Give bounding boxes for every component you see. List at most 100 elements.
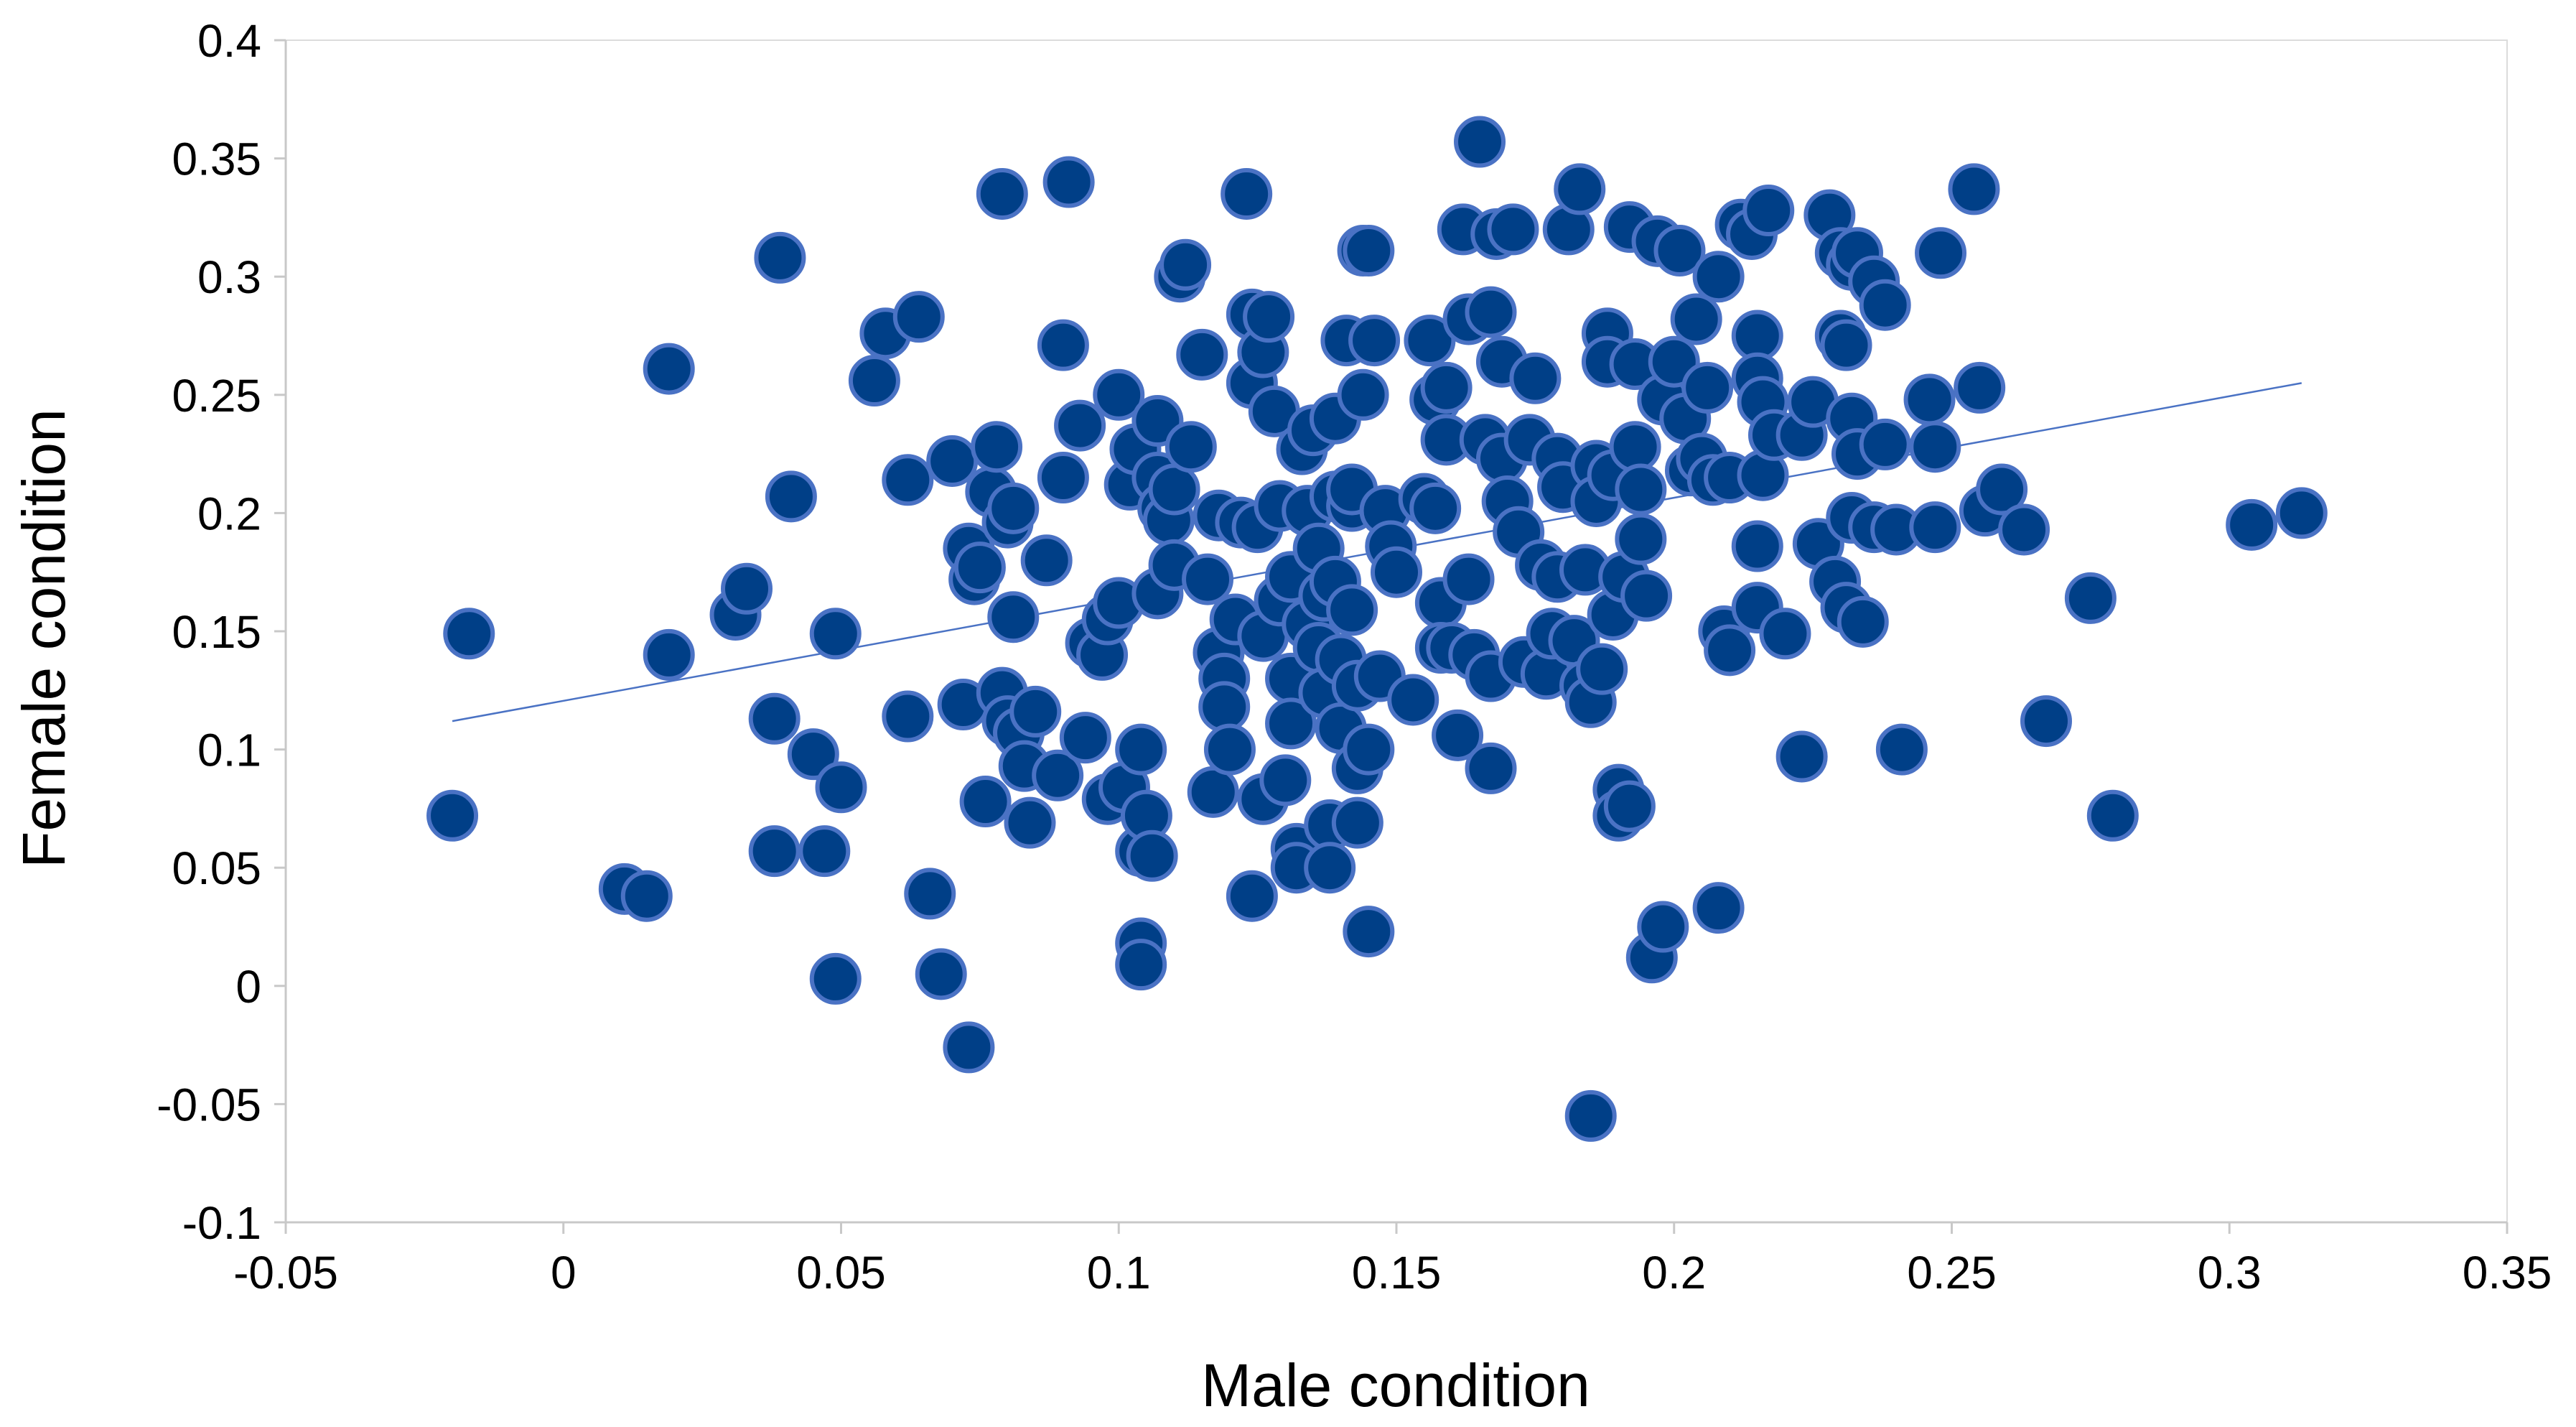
data-point — [1692, 882, 1745, 934]
plot-area-border — [285, 39, 2508, 1223]
data-point — [1609, 421, 1661, 473]
y-tick-label: 0.1 — [197, 725, 261, 776]
data-point — [1454, 116, 1506, 168]
y-axis-ticks: -0.1 -0.05 0 0.05 0.1 0.15 0.2 0.25 0.3 0.35 0.4 — [157, 15, 286, 1249]
data-point — [1037, 452, 1089, 504]
data-points — [426, 116, 2328, 1142]
data-point — [943, 1021, 995, 1074]
x-tick-label: -0.05 — [233, 1247, 338, 1298]
data-point — [1371, 546, 1422, 598]
data-point — [426, 789, 479, 842]
data-point — [1998, 503, 2050, 556]
data-point — [1509, 352, 1562, 404]
data-point — [1126, 829, 1178, 882]
data-point — [1909, 421, 1961, 473]
y-tick-label: -0.05 — [157, 1079, 261, 1130]
data-point — [1742, 185, 1795, 237]
data-point — [1653, 224, 1706, 276]
data-point — [976, 167, 1028, 220]
data-point — [1115, 939, 1167, 991]
plot-frame — [284, 39, 2508, 1224]
data-point — [809, 952, 862, 1005]
data-point — [1176, 328, 1228, 381]
data-point — [1954, 361, 2006, 414]
data-point — [1404, 315, 1456, 367]
data-point — [1620, 570, 1673, 622]
data-point — [1909, 501, 1961, 554]
data-point — [1221, 167, 1273, 220]
data-point — [1465, 286, 1517, 338]
data-point — [721, 562, 773, 615]
data-point — [1859, 279, 1911, 331]
data-point — [754, 231, 806, 284]
data-point — [1265, 697, 1317, 750]
data-point — [1554, 163, 1606, 215]
data-point — [1331, 796, 1383, 849]
data-point — [1187, 766, 1239, 818]
data-point — [1681, 361, 1734, 414]
data-point — [643, 628, 695, 681]
data-point — [1420, 361, 1473, 414]
data-point — [1343, 723, 1395, 776]
data-point — [959, 776, 1012, 828]
data-point — [915, 948, 967, 1000]
data-point — [2020, 695, 2072, 748]
x-tick-label: 0.2 — [1642, 1247, 1706, 1298]
x-tick-label: 0.3 — [2198, 1247, 2262, 1298]
data-point — [1093, 368, 1145, 421]
x-axis-ticks: -0.05 0 0.05 0.1 0.15 0.2 0.25 0.3 0.35 — [233, 1222, 2552, 1298]
data-point — [1059, 712, 1111, 764]
data-point — [882, 690, 934, 743]
x-tick-label: 0.15 — [1352, 1247, 1442, 1298]
data-point — [1165, 421, 1217, 473]
data-point — [643, 343, 695, 395]
y-axis-title: Female condition — [10, 409, 78, 868]
data-point — [1465, 742, 1517, 794]
y-tick-label: 0.35 — [172, 134, 261, 185]
data-point — [1004, 796, 1056, 849]
data-point — [1226, 870, 1278, 922]
data-point — [1259, 754, 1312, 807]
data-point — [2226, 498, 2278, 551]
data-point — [1731, 520, 1783, 572]
data-point — [1875, 723, 1928, 776]
data-point — [443, 608, 495, 660]
data-point — [1442, 553, 1495, 605]
data-point — [892, 291, 945, 343]
data-point — [1731, 310, 1783, 362]
data-point — [620, 870, 673, 922]
data-point — [1859, 418, 1911, 470]
data-point — [1564, 1089, 1617, 1142]
y-tick-label: -0.1 — [182, 1197, 261, 1249]
data-point — [904, 868, 956, 920]
data-point — [1337, 368, 1389, 421]
data-point — [987, 591, 1040, 643]
data-point — [1948, 163, 2000, 215]
data-point — [926, 434, 979, 487]
data-point — [1387, 674, 1439, 726]
data-point — [1615, 463, 1667, 516]
data-point — [1009, 685, 1062, 738]
data-point — [748, 692, 801, 745]
data-point — [748, 825, 801, 878]
x-tick-label: 0.1 — [1087, 1247, 1151, 1298]
data-point — [1670, 293, 1722, 345]
data-point — [971, 421, 1023, 473]
data-point — [1042, 156, 1095, 208]
x-tick-label: 0 — [551, 1247, 577, 1298]
data-point — [787, 728, 839, 781]
data-point — [1326, 584, 1378, 636]
data-point — [1032, 749, 1084, 801]
data-point — [1837, 595, 1889, 648]
data-point — [1603, 780, 1656, 832]
data-point — [2275, 487, 2328, 539]
x-tick-label: 0.05 — [796, 1247, 886, 1298]
data-point — [765, 470, 817, 523]
data-point — [1692, 251, 1745, 303]
data-point — [1348, 315, 1401, 367]
data-point — [1903, 373, 1956, 426]
data-point — [1432, 709, 1484, 761]
y-tick-label: 0 — [235, 961, 261, 1013]
data-point — [882, 454, 934, 506]
x-tick-label: 0.25 — [1907, 1247, 1997, 1298]
